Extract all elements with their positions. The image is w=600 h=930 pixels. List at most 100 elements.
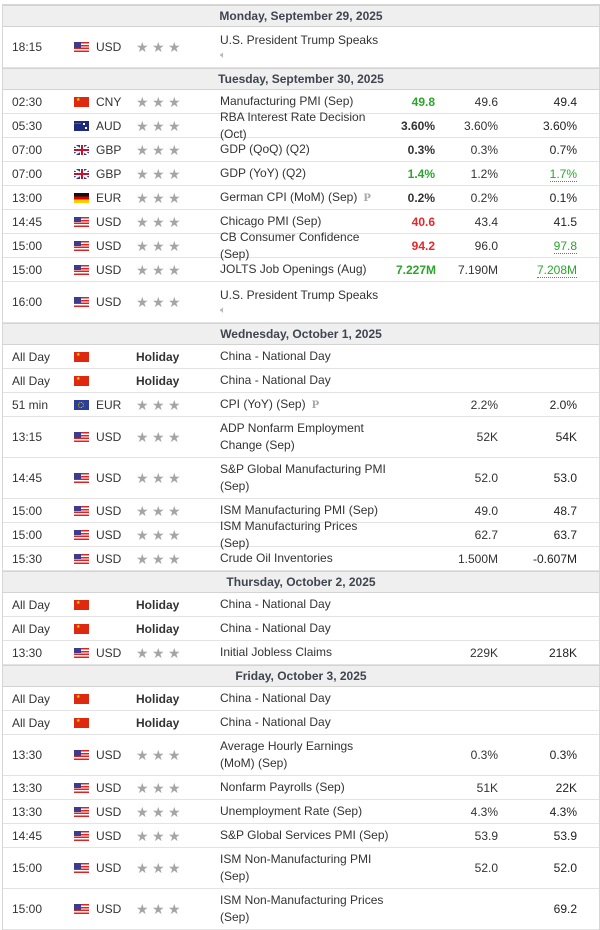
event-cell: ISM Manufacturing Prices (Sep) (215, 518, 396, 552)
us-flag-icon (74, 553, 89, 564)
day-header: Monday, September 29, 2025 (3, 5, 599, 27)
event-currency: USD (96, 861, 122, 875)
event-row[interactable]: 15:00 USD ★ ★ ★ ISM Non-Manufacturing PMI (Se… (3, 848, 599, 889)
event-row[interactable]: 14:45 USD ★ ★ ★ S&P Global Manufacturing PMI … (3, 458, 599, 499)
holiday-row[interactable]: All Day ★ Holiday China - National Day (3, 617, 599, 641)
event-row[interactable]: 07:00 GBP ★ ★ ★ GDP (QoQ) (Q2) 0.3% 0.3% 0.7% (3, 138, 599, 162)
event-name-link[interactable]: ADP Nonfarm Employment Change (Sep) (220, 421, 364, 452)
star-icon: ★ (168, 526, 181, 543)
event-cell: Crude Oil Inventories (215, 550, 396, 567)
event-currency: USD (96, 527, 122, 542)
star-icon: ★ (136, 779, 149, 796)
event-time: 15:00 (12, 262, 43, 277)
event-name-link[interactable]: Average Hourly Earnings (MoM) (Sep) (220, 739, 354, 770)
event-row[interactable]: 13:30 USD ★ ★ ★ Nonfarm Payrolls (Sep) 51K 22K (3, 776, 599, 800)
holiday-row[interactable]: All Day ★ Holiday China - National Day (3, 345, 599, 369)
event-name-link[interactable]: CB Consumer Confidence (Sep) (220, 229, 360, 261)
event-name-link[interactable]: ISM Non-Manufacturing PMI (Sep) (220, 852, 372, 883)
event-name-link[interactable]: Unemployment Rate (Sep) (220, 804, 363, 818)
event-time: 13:15 (12, 430, 43, 444)
event-row[interactable]: 15:00 USD ★ ★ ★ JOLTS Job Openings (Aug) 7.227… (3, 258, 599, 282)
importance-rating: ★ ★ ★ (134, 398, 215, 412)
star-icon: ★ (152, 470, 165, 486)
event-name-link[interactable]: Initial Jobless Claims (220, 645, 333, 659)
event-name-link[interactable]: S&P Global Manufacturing PMI (Sep) (220, 462, 386, 493)
previous-value: 63.7 (553, 527, 577, 542)
previous-value: 2.0% (549, 397, 577, 412)
event-row[interactable]: 05:30 AUD ★ ★ ★ RBA Interest Rate Decision (O… (3, 110, 599, 141)
event-name-link[interactable]: RBA Interest Rate Decision (Oct) (220, 109, 366, 141)
event-name-link[interactable]: ISM Non-Manufacturing Prices (Sep) (220, 893, 384, 924)
holiday-row[interactable]: All Day ★ Holiday China - National Day (3, 369, 599, 393)
uk-flag-icon (74, 168, 89, 179)
event-row[interactable]: 15:00 USD ★ ★ ★ ISM Manufacturing PMI (Sep) 49… (3, 499, 599, 523)
forecast-value: 52.0 (474, 861, 498, 875)
event-name-link[interactable]: GDP (QoQ) (Q2) (220, 142, 310, 156)
event-name-link[interactable]: GDP (YoY) (Q2) (220, 166, 307, 180)
importance-rating: ★ ★ ★ (134, 167, 215, 181)
event-row[interactable]: 15:00 USD ★ ★ ★ ISM Non-Manufacturing Prices … (3, 889, 599, 930)
country-flag (66, 553, 93, 564)
star-icon: ★ (136, 261, 149, 278)
event-row[interactable]: 18:15 USD ★ ★ ★ U.S. President Trump Speaks 🔈︎ (3, 27, 599, 68)
event-row[interactable]: 15:00 USD ★ ★ ★ ISM Manufacturing Prices (Sep… (3, 519, 599, 550)
day-header: Wednesday, October 1, 2025 (3, 323, 599, 345)
star-icon: ★ (168, 827, 181, 844)
event-name-link[interactable]: ISM Manufacturing Prices (Sep) (220, 518, 358, 550)
event-name-link[interactable]: China - National Day (220, 715, 331, 729)
us-flag-icon (74, 473, 89, 483)
event-row[interactable]: 13:30 USD ★ ★ ★ Initial Jobless Claims 229K 218… (3, 641, 599, 665)
us-flag-icon (74, 782, 89, 793)
importance-rating: ★ ★ ★ (134, 430, 215, 444)
event-name-link[interactable]: German CPI (MoM) (Sep) (220, 189, 358, 204)
event-currency: GBP (96, 142, 122, 157)
event-row[interactable]: 51 min EUR ★ ★ ★ CPI (YoY) (Sep) P 2.2% 2.0% (3, 393, 599, 417)
event-name-link[interactable]: Crude Oil Inventories (220, 551, 333, 565)
importance-rating: ★ ★ ★ (134, 191, 215, 205)
event-row[interactable]: 13:30 USD ★ ★ ★ Unemployment Rate (Sep) 4.3% 4.… (3, 800, 599, 824)
country-flag (66, 42, 93, 52)
event-row[interactable]: 13:00 EUR ★ ★ ★ German CPI (MoM) (Sep) P 0.2% 0.… (3, 186, 599, 210)
event-row[interactable]: 14:45 USD ★ ★ ★ S&P Global Services PMI (Sep)… (3, 824, 599, 848)
event-row[interactable]: 15:30 USD ★ ★ ★ Crude Oil Inventories 1.500M -0… (3, 547, 599, 571)
event-currency: USD (96, 262, 122, 277)
holiday-row[interactable]: All Day ★ Holiday China - National Day (3, 711, 599, 735)
event-row[interactable]: 14:45 USD ★ ★ ★ Chicago PMI (Sep) 40.6 43.4 41.5 (3, 210, 599, 234)
event-name-link[interactable]: U.S. President Trump Speaks (220, 287, 379, 302)
country-flag: ★ (66, 96, 93, 107)
star-icon: ★ (168, 901, 181, 917)
event-name-link[interactable]: China - National Day (220, 621, 331, 635)
event-name-link[interactable]: China - National Day (220, 597, 331, 611)
event-name-link[interactable]: Nonfarm Payrolls (Sep) (220, 780, 345, 794)
event-name-link[interactable]: Manufacturing PMI (Sep) (220, 94, 354, 108)
event-row[interactable]: 15:00 USD ★ ★ ★ CB Consumer Confidence (Sep) 9… (3, 230, 599, 261)
event-name-link[interactable]: China - National Day (220, 691, 331, 705)
event-row[interactable]: 07:00 GBP ★ ★ ★ GDP (YoY) (Q2) 1.4% 1.2% 1.7% (3, 162, 599, 186)
us-flag-icon (74, 42, 89, 52)
event-row[interactable]: 16:00 USD ★ ★ ★ U.S. President Trump Speaks 🔈︎ (3, 282, 599, 323)
holiday-row[interactable]: All Day ★ Holiday China - National Day (3, 687, 599, 711)
event-name-link[interactable]: JOLTS Job Openings (Aug) (220, 262, 367, 276)
previous-cell: 3.60% (503, 119, 582, 133)
star-icon: ★ (168, 644, 181, 661)
country-flag (66, 120, 93, 131)
importance-rating: ★ ★ ★ (134, 95, 215, 109)
event-row[interactable]: 13:15 USD ★ ★ ★ ADP Nonfarm Employment Change… (3, 417, 599, 458)
event-name-link[interactable]: Chicago PMI (Sep) (220, 214, 322, 228)
event-name-link[interactable]: S&P Global Services PMI (Sep) (220, 828, 389, 842)
star-icon: ★ (136, 429, 149, 445)
us-flag-icon (74, 297, 89, 307)
event-name-link[interactable]: U.S. President Trump Speaks (220, 32, 379, 47)
star-icon: ★ (168, 779, 181, 796)
event-name-link[interactable]: China - National Day (220, 373, 331, 387)
event-currency: USD (96, 503, 122, 518)
event-name-link[interactable]: CPI (YoY) (Sep) (220, 396, 306, 411)
event-name-link[interactable]: China - National Day (220, 349, 331, 363)
holiday-row[interactable]: All Day ★ Holiday China - National Day (3, 593, 599, 617)
event-time: 15:30 (12, 551, 43, 566)
us-flag-icon (74, 830, 89, 841)
star-icon: ★ (152, 827, 165, 844)
event-row[interactable]: 02:30 ★ CNY ★ ★ ★ Manufacturing PMI (Sep) 49.8 4… (3, 90, 599, 114)
event-row[interactable]: 13:30 USD ★ ★ ★ Average Hourly Earnings (MoM)… (3, 735, 599, 776)
event-name-link[interactable]: ISM Manufacturing PMI (Sep) (220, 503, 379, 517)
